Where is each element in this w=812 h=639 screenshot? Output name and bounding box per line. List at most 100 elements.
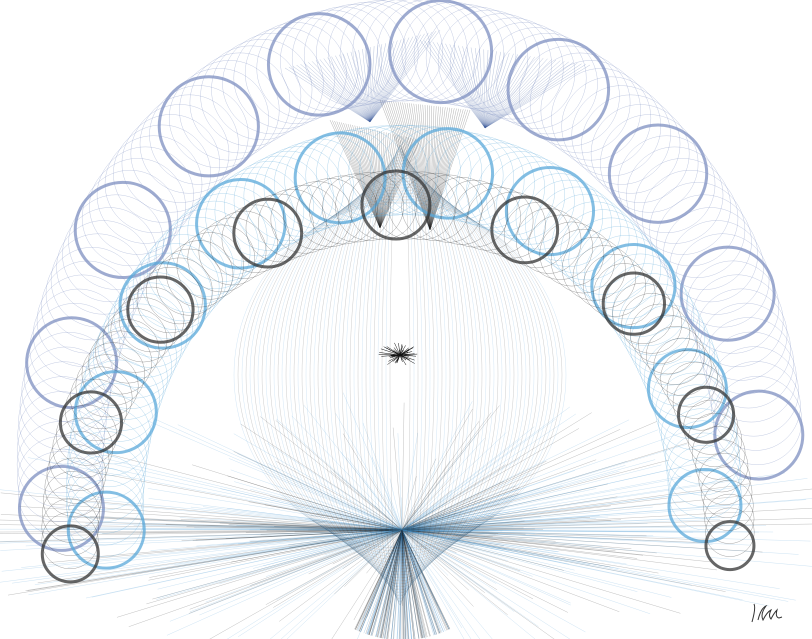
fan-line: [304, 63, 371, 123]
loop-circle: [121, 114, 220, 213]
ray: [401, 508, 434, 531]
ring: [25, 316, 119, 410]
ray: [267, 443, 403, 531]
ray: [386, 529, 403, 639]
ray: [401, 529, 812, 567]
loop: [305, 176, 495, 574]
ray: [401, 444, 687, 531]
ray: [396, 529, 403, 639]
ray: [169, 529, 403, 622]
ray: [401, 490, 711, 531]
star-ray: [399, 351, 409, 356]
ray: [401, 529, 437, 635]
ring: [506, 37, 611, 142]
ray: [401, 413, 576, 531]
ray: [401, 503, 424, 531]
ray: [401, 529, 570, 565]
star-ray: [388, 354, 401, 362]
loop-circle: [653, 337, 712, 396]
ray: [165, 524, 403, 531]
fan-line: [369, 45, 379, 123]
ray: [370, 529, 403, 636]
ray: [0, 514, 403, 531]
loop: [297, 179, 503, 571]
ray: [401, 529, 424, 638]
ray: [401, 412, 592, 531]
loop-circle: [584, 235, 669, 320]
fan-line: [339, 54, 371, 123]
loop-circle: [92, 314, 177, 399]
ray: [401, 529, 465, 639]
star-ray: [394, 342, 401, 356]
ray: [237, 453, 403, 531]
ray: [401, 529, 450, 630]
loop: [357, 156, 443, 594]
loop-circle: [663, 207, 758, 303]
ray: [401, 526, 514, 531]
loop-circle: [211, 38, 313, 141]
loop-circle: [485, 27, 587, 129]
fan-line: [484, 64, 591, 129]
fan-line: [484, 49, 489, 129]
ray: [401, 529, 638, 592]
loop-circle: [515, 208, 582, 274]
ray: [401, 529, 571, 604]
loop-circle: [629, 304, 711, 386]
loop-circle: [702, 317, 794, 409]
ray: [401, 507, 428, 531]
fan-line: [429, 106, 444, 231]
ray: [401, 459, 656, 531]
ray: [401, 529, 694, 533]
ray: [329, 470, 403, 531]
loop: [241, 200, 559, 550]
ray: [398, 529, 403, 639]
ray: [0, 489, 403, 531]
star-ray: [399, 346, 414, 356]
ray: [386, 529, 403, 639]
ray: [401, 512, 447, 531]
fan-line: [379, 134, 396, 229]
ray: [401, 529, 477, 534]
ray: [342, 433, 403, 531]
loop: [345, 161, 455, 589]
ray: [401, 457, 521, 531]
loop-circle: [401, 172, 470, 241]
ray: [401, 529, 616, 552]
ray: [401, 529, 659, 574]
ray: [401, 529, 498, 591]
fan-line: [311, 61, 371, 123]
ray: [401, 432, 507, 531]
fan-line: [404, 102, 431, 231]
ray: [401, 490, 452, 531]
ray: [401, 529, 403, 563]
fan-line: [484, 60, 561, 129]
ray: [367, 529, 403, 635]
fan-line: [418, 104, 431, 231]
ray: [401, 507, 729, 531]
fan-line: [484, 54, 523, 129]
ray: [401, 529, 486, 538]
loop-circle: [425, 6, 529, 109]
ray: [177, 424, 403, 531]
ray: [401, 529, 571, 639]
ray: [334, 529, 403, 595]
fan-line: [484, 51, 497, 129]
ray: [347, 457, 403, 531]
ray: [401, 518, 597, 531]
fan-line: [484, 53, 514, 129]
fan-line: [379, 139, 421, 229]
fan-line: [388, 100, 431, 231]
ray: [401, 529, 425, 638]
ray: [401, 529, 751, 546]
ray: [237, 529, 403, 544]
ray: [401, 529, 441, 614]
loop-circle: [374, 170, 444, 240]
loop: [313, 173, 487, 577]
loop-circle: [449, 13, 552, 116]
fan-line: [379, 135, 403, 229]
ray: [56, 529, 403, 536]
fan-line: [369, 32, 429, 123]
loop-circle: [646, 326, 705, 385]
ray: [401, 529, 643, 556]
fan-line: [484, 63, 582, 129]
